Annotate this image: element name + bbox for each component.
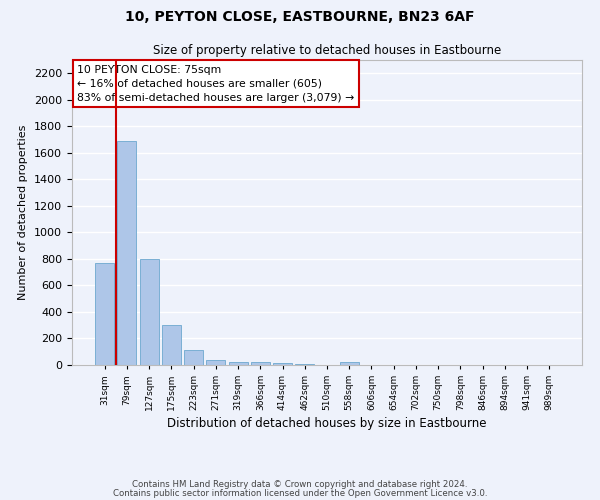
Y-axis label: Number of detached properties: Number of detached properties [19, 125, 28, 300]
Text: Contains HM Land Registry data © Crown copyright and database right 2024.: Contains HM Land Registry data © Crown c… [132, 480, 468, 489]
Text: Contains public sector information licensed under the Open Government Licence v3: Contains public sector information licen… [113, 489, 487, 498]
Bar [95, 263, 114, 365]
Title: Size of property relative to detached houses in Eastbourne: Size of property relative to detached ho… [153, 44, 501, 58]
X-axis label: Distribution of detached houses by size in Eastbourne: Distribution of detached houses by size … [167, 418, 487, 430]
Bar [206, 360, 225, 365]
Bar [184, 350, 203, 365]
Text: 10, PEYTON CLOSE, EASTBOURNE, BN23 6AF: 10, PEYTON CLOSE, EASTBOURNE, BN23 6AF [125, 10, 475, 24]
Bar [162, 325, 181, 365]
Bar [251, 362, 270, 365]
Text: 10 PEYTON CLOSE: 75sqm
← 16% of detached houses are smaller (605)
83% of semi-de: 10 PEYTON CLOSE: 75sqm ← 16% of detached… [77, 64, 355, 102]
Bar [295, 364, 314, 365]
Bar [118, 141, 136, 365]
Bar [340, 362, 359, 365]
Bar [140, 259, 158, 365]
Bar [229, 362, 248, 365]
Bar [273, 363, 292, 365]
